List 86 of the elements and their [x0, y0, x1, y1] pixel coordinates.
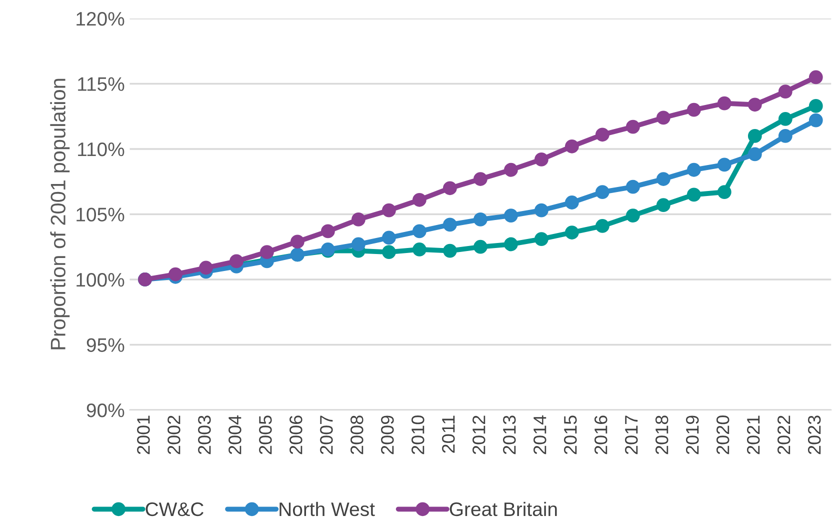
point [230, 254, 244, 268]
point [534, 232, 548, 246]
point [748, 147, 762, 162]
point [748, 98, 762, 112]
point [686, 102, 701, 117]
x-tick-label: 2022 [777, 416, 790, 454]
point [717, 185, 732, 200]
point [626, 208, 640, 222]
y-tick-label: 95% [86, 338, 124, 352]
point [717, 158, 732, 172]
point [626, 180, 640, 194]
x-tick-label: 2017 [624, 416, 638, 454]
point [656, 110, 670, 125]
x-tick-label: 2004 [228, 415, 242, 454]
x-tick-label: 2002 [168, 416, 180, 454]
point [442, 244, 457, 258]
point [290, 234, 304, 249]
x-tick-label: 2018 [655, 416, 668, 454]
point [504, 162, 518, 177]
point [442, 218, 457, 232]
point [260, 245, 274, 260]
point [564, 196, 579, 210]
point [778, 129, 792, 143]
x-tick-label: 2001 [137, 416, 150, 454]
point [564, 139, 579, 154]
point [473, 172, 488, 186]
point [504, 208, 518, 222]
x-tick-label: 2013 [502, 416, 516, 454]
y-tick-label: 90% [86, 403, 124, 418]
point [808, 113, 823, 128]
point [321, 224, 335, 238]
x-tick-label: 2009 [381, 416, 394, 454]
point [626, 120, 640, 134]
point [504, 237, 518, 252]
point [382, 245, 396, 260]
point [656, 172, 670, 186]
point [656, 198, 670, 212]
legend-label: CW&C [146, 502, 204, 516]
point [352, 212, 366, 226]
x-tick-label: 2012 [472, 416, 486, 454]
point [382, 203, 396, 218]
legend-label: Great Britain [450, 502, 557, 516]
point [595, 219, 610, 233]
x-tick-label: 2019 [686, 416, 699, 454]
point [382, 230, 396, 245]
point [352, 237, 366, 252]
point [199, 260, 213, 275]
y-tick-label: 105% [76, 208, 124, 222]
x-tick-label: 2010 [412, 416, 424, 454]
y-tick-label: 115% [78, 77, 124, 91]
point [564, 226, 579, 240]
x-tick-label: 2015 [564, 416, 577, 454]
y-tick-label: 100% [76, 272, 124, 287]
x-tick-label: 2011 [442, 416, 455, 453]
point [534, 203, 548, 218]
x-tick-label: 2016 [594, 416, 608, 454]
x-tick-label: 2006 [290, 416, 302, 454]
point [686, 162, 701, 177]
y-tick-label: 120% [76, 12, 124, 26]
x-tick-label: 2003 [198, 416, 211, 454]
point [473, 212, 488, 226]
x-tick-label: 2008 [350, 416, 364, 454]
x-tick-label: 2005 [259, 416, 272, 454]
x-tick-label: 2014 [533, 415, 546, 454]
x-tick-label: 2023 [808, 416, 821, 454]
point [473, 240, 488, 254]
point [686, 188, 701, 202]
point [778, 112, 792, 126]
legend-label: North West [280, 502, 375, 516]
point [412, 242, 426, 256]
point [717, 96, 732, 110]
point [748, 129, 762, 143]
point [534, 152, 548, 166]
x-tick-label: 2021 [746, 416, 760, 454]
x-tick-label: 2020 [716, 416, 730, 454]
point [595, 128, 610, 142]
point [808, 70, 823, 84]
point [778, 84, 792, 99]
point [442, 181, 457, 196]
x-tick-label: 2007 [320, 416, 333, 454]
point [595, 185, 610, 200]
point [808, 98, 823, 113]
y-axis-title: Proportion of 2001 population [50, 78, 70, 350]
point [412, 224, 426, 238]
y-tick-label: 110% [78, 142, 124, 156]
point [412, 192, 426, 207]
